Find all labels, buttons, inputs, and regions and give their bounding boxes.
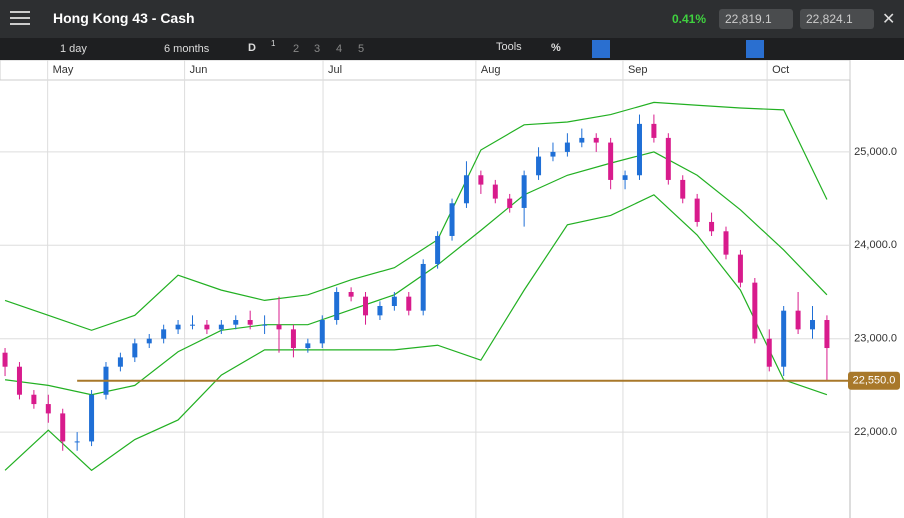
candle-body bbox=[420, 263, 426, 311]
candle-body bbox=[305, 343, 311, 349]
y-tick-label: 25,000.0 bbox=[854, 146, 897, 158]
candle-body bbox=[60, 413, 66, 442]
candle-body bbox=[189, 324, 195, 326]
candle-body bbox=[406, 296, 412, 311]
candle-body bbox=[348, 291, 354, 297]
percent-button[interactable]: % bbox=[551, 42, 561, 54]
candle-body bbox=[319, 320, 325, 344]
candle-body bbox=[161, 329, 167, 339]
tools[interactable]: Tools bbox=[496, 41, 522, 53]
candle-body bbox=[824, 320, 830, 349]
candle-body bbox=[334, 291, 340, 321]
candle-body bbox=[74, 441, 80, 443]
menu-button[interactable] bbox=[6, 0, 46, 38]
candle-body bbox=[536, 156, 542, 176]
candle-body bbox=[132, 343, 138, 358]
candle-body bbox=[435, 235, 441, 264]
level[interactable]: 5 bbox=[358, 43, 365, 55]
candle-body bbox=[608, 142, 614, 180]
candle-body bbox=[363, 296, 369, 316]
candle-body bbox=[290, 329, 296, 349]
level[interactable]: 3 bbox=[314, 43, 321, 55]
candle-body bbox=[117, 357, 123, 367]
candle-body bbox=[795, 310, 801, 330]
x-tick-label: Aug bbox=[481, 64, 501, 76]
level[interactable]: 4 bbox=[336, 43, 343, 55]
candle-body bbox=[781, 310, 787, 367]
candle-body bbox=[665, 137, 671, 180]
candle-body bbox=[723, 231, 729, 255]
close-button[interactable]: ✕ bbox=[882, 11, 896, 28]
candle-body bbox=[31, 394, 37, 405]
candle-body bbox=[593, 137, 599, 143]
settings-button[interactable] bbox=[746, 40, 764, 58]
candle-body bbox=[89, 394, 95, 442]
candle-body bbox=[507, 198, 513, 208]
header: Hong Kong 43 - Cash 0.41% 22,819.1 22,82… bbox=[0, 0, 904, 38]
candle-body bbox=[175, 324, 181, 330]
bollinger-middle bbox=[4, 151, 828, 396]
candle-body bbox=[16, 366, 22, 395]
candle-body bbox=[680, 179, 686, 199]
candle-body bbox=[262, 324, 268, 326]
price-label: 22,550.0 bbox=[853, 375, 896, 387]
range[interactable]: 6 months bbox=[164, 43, 210, 55]
bollinger-lower bbox=[4, 194, 828, 472]
candle-body bbox=[2, 352, 8, 367]
candle-body bbox=[492, 184, 498, 199]
candle-body bbox=[478, 175, 484, 185]
y-tick-label: 23,000.0 bbox=[854, 333, 897, 345]
candle-body bbox=[204, 324, 210, 330]
candle-body bbox=[651, 123, 657, 138]
candle-body bbox=[737, 254, 743, 283]
x-tick-label: Jul bbox=[328, 64, 342, 76]
candle-body bbox=[218, 324, 224, 330]
month-row bbox=[0, 60, 851, 81]
candle-body bbox=[233, 320, 239, 325]
buy-price[interactable]: 22,824.1 bbox=[800, 9, 874, 29]
period[interactable]: D bbox=[248, 42, 256, 54]
candle-body bbox=[579, 137, 585, 143]
y-tick-label: 22,000.0 bbox=[854, 426, 897, 438]
candle-body bbox=[377, 306, 383, 316]
candle-body bbox=[276, 324, 282, 330]
level[interactable]: 2 bbox=[293, 43, 300, 55]
candle-body bbox=[146, 338, 152, 344]
interval[interactable]: 1 day bbox=[60, 43, 87, 55]
bollinger-upper bbox=[4, 101, 828, 331]
candle-body bbox=[449, 203, 455, 236]
candle-body bbox=[247, 320, 253, 325]
x-tick-label: May bbox=[53, 64, 74, 76]
chart: May Jun Jul Aug Sep Oct 22,000.0 23,000.0 24,000… bbox=[0, 60, 900, 518]
candle-body bbox=[564, 142, 570, 152]
candle-body bbox=[463, 175, 469, 204]
candle-body bbox=[694, 198, 700, 222]
candle-body bbox=[766, 338, 772, 367]
candle-body bbox=[521, 175, 527, 208]
x-tick-label: Oct bbox=[772, 64, 789, 76]
x-tick-label: Jun bbox=[190, 64, 208, 76]
change: 0.41% bbox=[672, 12, 707, 26]
candle-body bbox=[709, 221, 715, 232]
y-tick-label: 24,000.0 bbox=[854, 239, 897, 251]
price-label-box bbox=[848, 371, 900, 390]
x-tick-label: Sep bbox=[628, 64, 648, 76]
toolbar: 1 day 6 months D 1 2 3 4 5 Tools % bbox=[0, 38, 904, 60]
sell-price[interactable]: 22,819.1 bbox=[719, 9, 793, 29]
instrument-title: Hong Kong 43 - Cash bbox=[53, 10, 195, 26]
candle-body bbox=[391, 296, 397, 307]
candle-body bbox=[45, 404, 51, 414]
candle-body bbox=[752, 282, 758, 339]
candle-body bbox=[550, 151, 556, 157]
candle-body bbox=[636, 123, 642, 176]
candle-body bbox=[622, 175, 628, 180]
grid-button[interactable] bbox=[592, 40, 610, 58]
small-number: 1 bbox=[271, 39, 276, 48]
candle-body bbox=[810, 320, 816, 330]
